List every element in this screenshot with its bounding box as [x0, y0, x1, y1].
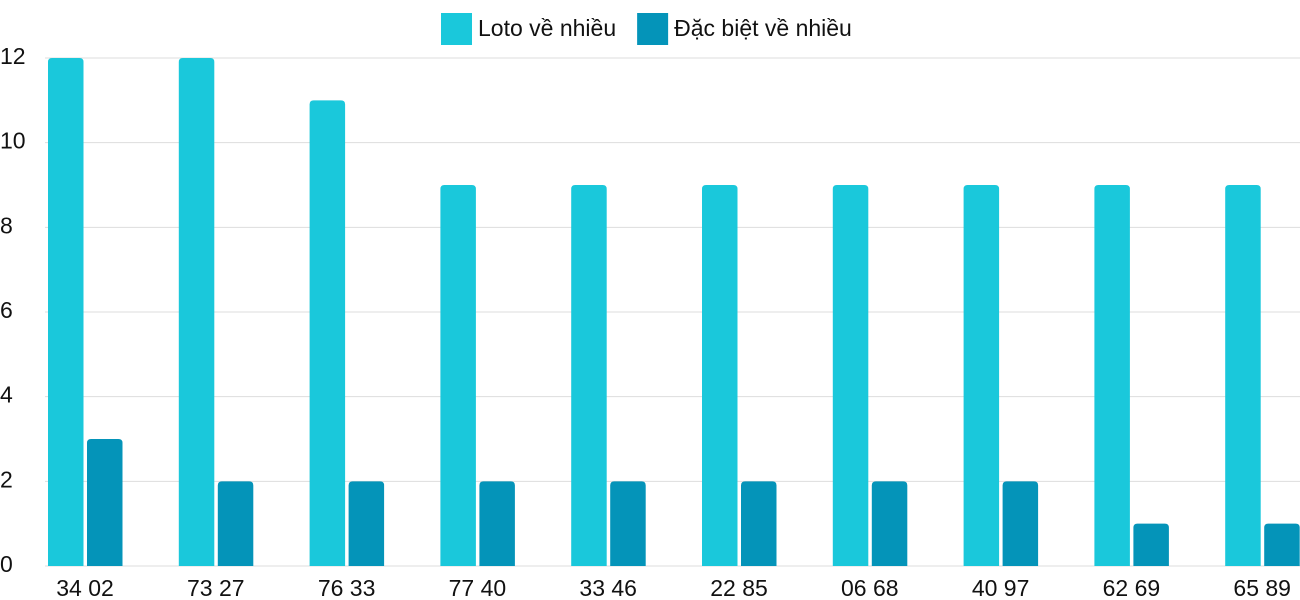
- bar: [741, 481, 777, 566]
- x-tick-label: 34 02: [56, 575, 114, 600]
- bar: [48, 58, 84, 566]
- x-tick-label: 76 33: [318, 575, 376, 600]
- bar: [832, 185, 869, 566]
- bar: [1133, 523, 1169, 566]
- y-tick-label: 2: [0, 466, 13, 492]
- bar: [479, 481, 515, 566]
- x-tick-label: 22 85: [710, 575, 768, 600]
- x-tick-label: 73 27: [187, 575, 245, 600]
- bar: [571, 185, 607, 566]
- bar: [348, 481, 385, 566]
- x-tick-label: 40 97: [972, 575, 1030, 600]
- x-tick-label: 62 69: [1103, 575, 1161, 600]
- legend-swatch: [637, 13, 669, 45]
- x-tick-label: 77 40: [449, 575, 507, 600]
- y-tick-label: 0: [0, 551, 13, 577]
- bar: [309, 100, 346, 566]
- x-tick-label: 06 68: [841, 575, 899, 600]
- legend-label: Loto về nhiều: [478, 15, 616, 41]
- bar: [963, 185, 1000, 566]
- y-tick-label: 10: [0, 128, 26, 154]
- bar: [1225, 185, 1261, 566]
- bar: [87, 439, 123, 566]
- legend-swatch: [441, 13, 472, 45]
- bar: [1264, 523, 1300, 566]
- x-tick-label: 33 46: [579, 575, 637, 600]
- bar: [178, 58, 215, 566]
- bar: [1002, 481, 1039, 566]
- bar: [871, 481, 908, 566]
- bar: [610, 481, 646, 566]
- y-tick-label: 12: [0, 43, 26, 69]
- y-tick-label: 8: [0, 212, 13, 238]
- legend-label: Đặc biệt về nhiều: [674, 15, 852, 41]
- x-tick-label: 65 89: [1233, 575, 1291, 600]
- bar: [702, 185, 738, 566]
- bar: [217, 481, 254, 566]
- y-tick-label: 4: [0, 382, 13, 408]
- y-tick-label: 6: [0, 297, 13, 323]
- bar: [440, 185, 476, 566]
- bar: [1094, 185, 1130, 566]
